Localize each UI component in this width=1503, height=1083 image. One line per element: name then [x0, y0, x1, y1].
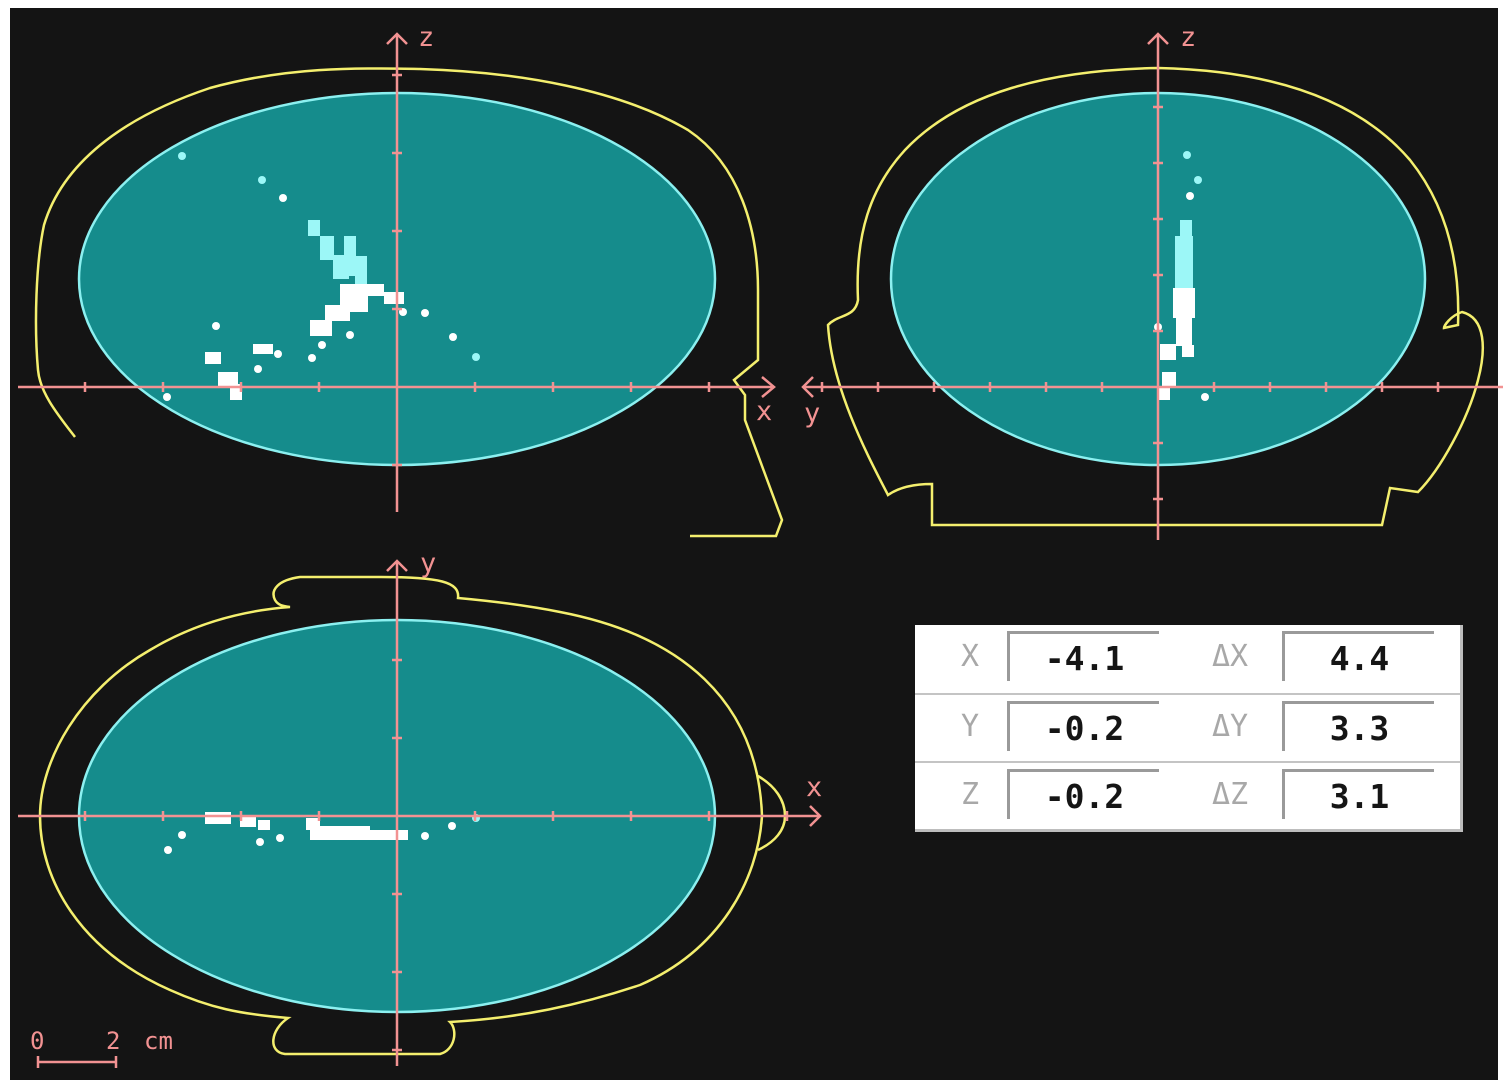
z-arrow-yz — [1147, 32, 1169, 45]
readout-dy-label: ΔY — [1211, 709, 1249, 744]
readout-y-value: -0.2 — [1007, 701, 1159, 751]
y-label-xy: y — [420, 548, 436, 579]
sources-xz — [163, 152, 480, 401]
y-label-yz: y — [804, 398, 820, 429]
coordinate-readout-panel: X -4.1 ΔX 4.4 Y -0.2 ΔY 3.3 Z -0.2 ΔZ 3.… — [915, 625, 1463, 832]
view-yz: z y — [801, 22, 1503, 540]
readout-dx-value: 4.4 — [1282, 631, 1434, 681]
view-xz: z x — [18, 22, 784, 538]
readout-row-x: X -4.1 ΔX 4.4 — [915, 625, 1460, 691]
scale-bar: 0 2 cm — [30, 1027, 173, 1068]
scale-bar-unit: cm — [144, 1027, 173, 1055]
readout-x-label: X — [960, 639, 980, 674]
y-arrow-xy — [386, 559, 408, 572]
readout-dy-value: 3.3 — [1282, 701, 1434, 751]
y-arrow-yz — [801, 376, 814, 398]
head-outline-xz — [34, 67, 784, 538]
view-xy: y x — [18, 548, 822, 1066]
readout-dz-value: 3.1 — [1282, 769, 1434, 819]
readout-row-z: Z -0.2 ΔZ 3.1 — [915, 761, 1460, 829]
scale-bar-start: 0 — [30, 1027, 44, 1055]
x-arrow-xy — [809, 805, 822, 827]
readout-z-value: -0.2 — [1007, 769, 1159, 819]
sources-yz — [1154, 151, 1209, 401]
z-arrow-xz — [386, 32, 408, 45]
z-label-yz: z — [1180, 22, 1196, 53]
readout-x-value: -4.1 — [1007, 631, 1159, 681]
readout-row-y: Y -0.2 ΔY 3.3 — [915, 693, 1460, 761]
ticks-yz — [820, 105, 1440, 501]
z-label-xz: z — [418, 22, 434, 53]
readout-dz-label: ΔZ — [1211, 777, 1249, 812]
x-label-xz: x — [756, 396, 772, 427]
readout-dx-label: ΔX — [1211, 639, 1249, 674]
sources-xy — [164, 812, 480, 854]
readout-y-label: Y — [960, 709, 980, 744]
ticks-xy — [83, 658, 789, 1052]
ticks-xz — [83, 73, 711, 467]
x-arrow-xz — [761, 376, 776, 398]
x-label-xy: x — [806, 772, 822, 803]
head-outline-yz — [826, 66, 1484, 527]
scale-bar-end: 2 — [106, 1027, 120, 1055]
readout-z-label: Z — [960, 777, 980, 812]
head-outline-xy — [38, 575, 764, 1056]
